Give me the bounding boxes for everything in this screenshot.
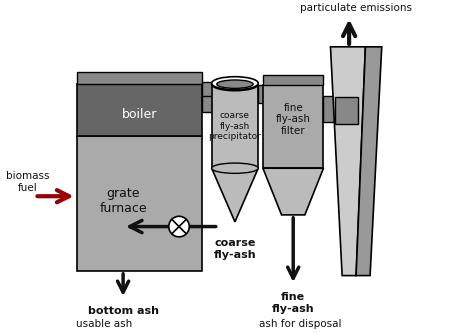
Text: particulate emissions: particulate emissions [300, 3, 412, 13]
Text: bottom ash: bottom ash [88, 306, 159, 316]
Bar [212, 83, 258, 168]
Bar [202, 82, 242, 98]
Polygon shape [263, 168, 323, 215]
Text: ash for disposal: ash for disposal [259, 319, 341, 329]
Polygon shape [356, 47, 382, 276]
Ellipse shape [217, 80, 253, 88]
Ellipse shape [212, 78, 258, 91]
Text: fine
fly-ash
filter: fine fly-ash filter [276, 103, 310, 136]
Polygon shape [212, 168, 258, 222]
Text: boiler: boiler [122, 108, 157, 121]
Bar [335, 97, 358, 124]
Bar [76, 73, 202, 84]
Bar [258, 85, 305, 103]
Bar [263, 85, 323, 168]
Ellipse shape [212, 163, 258, 173]
Text: fine
fly-ash: fine fly-ash [272, 292, 315, 314]
Text: biomass
fuel: biomass fuel [6, 171, 49, 193]
Text: coarse
fly-ash: coarse fly-ash [214, 238, 256, 260]
Bar [76, 136, 202, 271]
Ellipse shape [212, 77, 258, 90]
Circle shape [169, 216, 189, 237]
Bar [323, 96, 335, 122]
Text: usable ash: usable ash [76, 319, 133, 329]
Polygon shape [330, 47, 365, 276]
Bar [202, 96, 219, 112]
Text: coarse
fly-ash
precipitator: coarse fly-ash precipitator [209, 111, 261, 141]
Bar [76, 84, 202, 136]
Text: grate
furnace: grate furnace [99, 187, 147, 215]
Bar [263, 75, 323, 85]
